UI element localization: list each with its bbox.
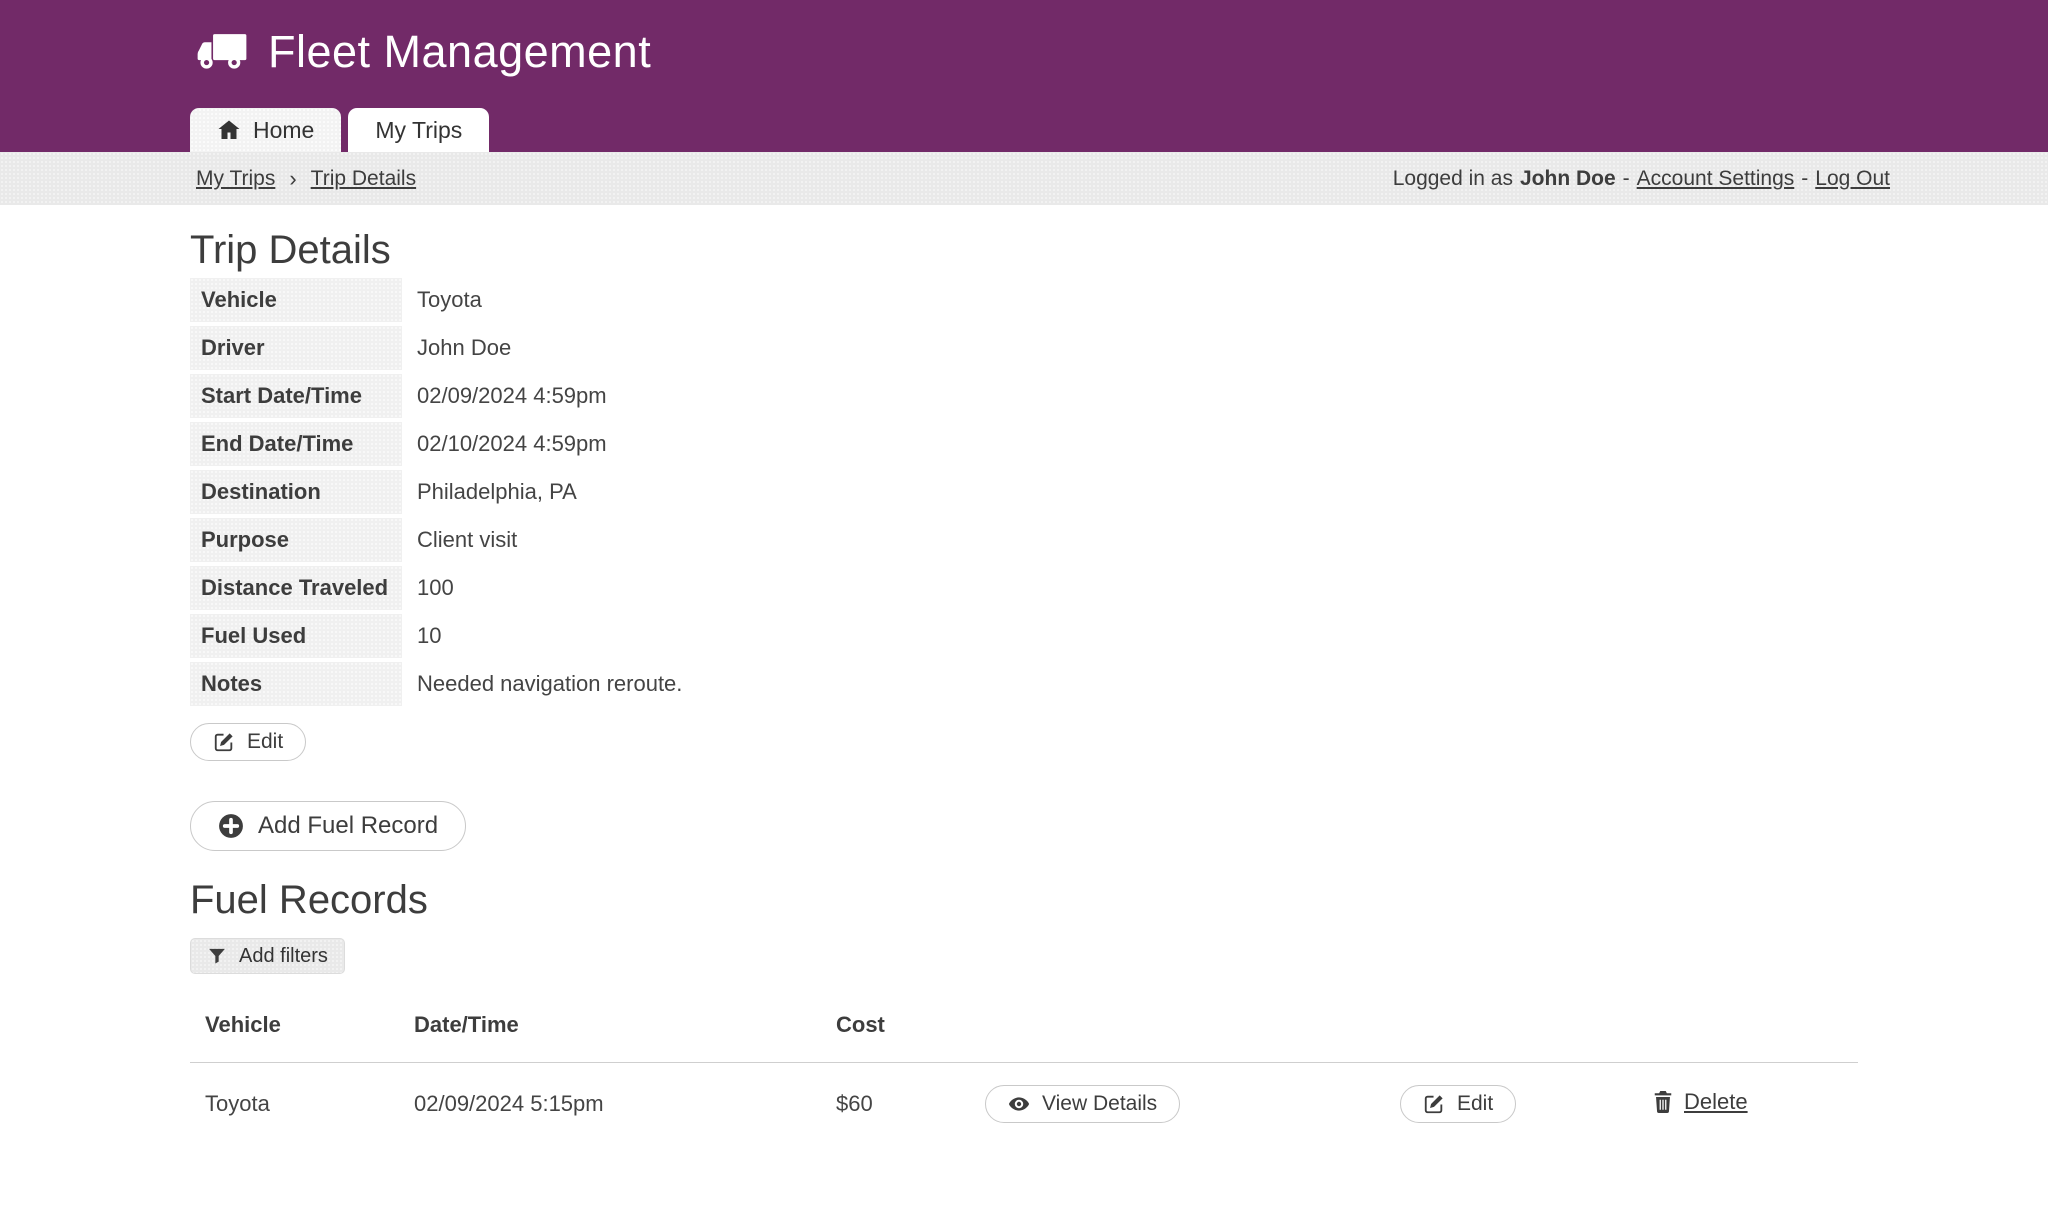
detail-value: Toyota [417, 287, 482, 312]
edit-icon [213, 731, 235, 753]
detail-row-distance: Distance Traveled 100 [190, 566, 2048, 610]
breadcrumb: My Trips › Trip Details [196, 166, 416, 192]
detail-value: 02/09/2024 4:59pm [417, 383, 607, 408]
breadcrumb-bar: My Trips › Trip Details Logged in as Joh… [0, 152, 2048, 205]
detail-label: Destination [190, 470, 402, 514]
detail-row-purpose: Purpose Client visit [190, 518, 2048, 562]
fuel-record-row: Toyota 02/09/2024 5:15pm $60 View Detail… [190, 1063, 1858, 1149]
app-header: Fleet Management Home My Trips [0, 0, 2048, 152]
detail-row-vehicle: Vehicle Toyota [190, 278, 2048, 322]
detail-row-fuel-used: Fuel Used 10 [190, 614, 2048, 658]
breadcrumb-trip-details[interactable]: Trip Details [310, 166, 417, 190]
column-header-vehicle: Vehicle [205, 1012, 281, 1037]
home-icon [217, 118, 241, 142]
session-user: John Doe [1520, 166, 1616, 190]
account-settings-link[interactable]: Account Settings [1636, 166, 1795, 190]
view-details-button[interactable]: View Details [985, 1085, 1181, 1123]
view-details-label: View Details [1042, 1092, 1158, 1115]
column-header-cost: Cost [836, 1012, 885, 1037]
tab-home[interactable]: Home [190, 108, 342, 152]
page-title: Trip Details [190, 228, 391, 272]
truck-icon [196, 32, 248, 72]
filter-icon [207, 946, 227, 966]
fuel-table-header: Vehicle Date/Time Cost [190, 1004, 1858, 1063]
plus-circle-icon [218, 813, 244, 839]
detail-value: Client visit [417, 527, 518, 552]
detail-row-end-datetime: End Date/Time 02/10/2024 4:59pm [190, 422, 2048, 466]
session-dash: - [1801, 166, 1809, 190]
detail-label: Vehicle [190, 278, 402, 322]
detail-value: 02/10/2024 4:59pm [417, 431, 607, 456]
detail-value: 100 [417, 575, 454, 600]
trash-icon [1652, 1090, 1674, 1114]
fuel-records-heading: Fuel Records [190, 878, 428, 922]
main-tabs: Home My Trips [190, 108, 490, 152]
delete-fuel-record-label: Delete [1684, 1088, 1748, 1114]
edit-trip-label: Edit [247, 730, 284, 753]
trip-details-table: Vehicle Toyota Driver John Doe Start Dat… [190, 278, 2048, 706]
detail-label: Start Date/Time [190, 374, 402, 418]
fuel-record-datetime: 02/09/2024 5:15pm [414, 1091, 604, 1116]
add-filters-label: Add filters [239, 944, 328, 967]
detail-row-driver: Driver John Doe [190, 326, 2048, 370]
detail-label: Notes [190, 662, 402, 706]
session-info: Logged in as John Doe - Account Settings… [1393, 167, 1890, 191]
detail-value: Needed navigation reroute. [417, 671, 683, 696]
session-prefix: Logged in as [1392, 166, 1513, 190]
detail-label: Fuel Used [190, 614, 402, 658]
column-header-datetime: Date/Time [414, 1012, 519, 1037]
main-content: Trip Details Vehicle Toyota Driver John … [0, 205, 2048, 1149]
add-filters-button[interactable]: Add filters [190, 938, 345, 974]
fuel-records-table: Vehicle Date/Time Cost Toyota 02/09/2024… [190, 1004, 1858, 1149]
detail-value: Philadelphia, PA [417, 479, 577, 504]
session-dash: - [1622, 166, 1630, 190]
fuel-record-cost: $60 [836, 1091, 873, 1116]
detail-label: Distance Traveled [190, 566, 402, 610]
detail-value: 10 [417, 623, 442, 648]
log-out-link[interactable]: Log Out [1815, 166, 1890, 190]
delete-fuel-record-button[interactable]: Delete [1652, 1089, 1748, 1115]
brand: Fleet Management [0, 0, 2048, 78]
detail-label: Purpose [190, 518, 402, 562]
tab-home-label: Home [253, 116, 315, 143]
detail-row-start-datetime: Start Date/Time 02/09/2024 4:59pm [190, 374, 2048, 418]
app-title: Fleet Management [268, 26, 652, 77]
edit-icon [1423, 1093, 1445, 1115]
edit-fuel-record-button[interactable]: Edit [1400, 1085, 1517, 1123]
add-fuel-record-button[interactable]: Add Fuel Record [190, 801, 467, 851]
breadcrumb-my-trips[interactable]: My Trips [196, 166, 276, 190]
edit-trip-button[interactable]: Edit [190, 723, 307, 761]
detail-value: John Doe [417, 335, 512, 360]
tab-my-trips-label: My Trips [375, 116, 463, 143]
detail-row-notes: Notes Needed navigation reroute. [190, 662, 2048, 706]
edit-fuel-record-label: Edit [1457, 1092, 1494, 1115]
chevron-right-icon: › [289, 165, 297, 191]
add-fuel-record-label: Add Fuel Record [258, 812, 439, 839]
detail-label: End Date/Time [190, 422, 402, 466]
fuel-record-vehicle: Toyota [205, 1091, 270, 1116]
detail-row-destination: Destination Philadelphia, PA [190, 470, 2048, 514]
detail-label: Driver [190, 326, 402, 370]
tab-my-trips[interactable]: My Trips [348, 108, 490, 152]
eye-icon [1008, 1093, 1030, 1115]
